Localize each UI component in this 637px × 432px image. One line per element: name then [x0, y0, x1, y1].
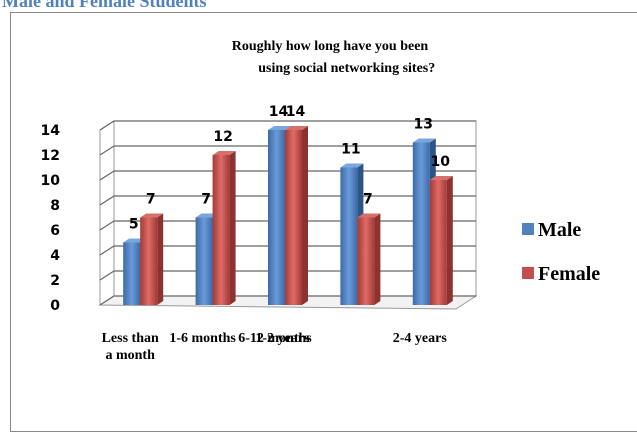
legend-label: Female [538, 263, 600, 285]
x-tick-label: 1-2 years [255, 331, 310, 346]
data-label: 5 [129, 217, 139, 233]
y-tick-label: 12 [41, 148, 60, 164]
bar-top [212, 151, 236, 155]
x-tick-label: 2-4 years [392, 331, 447, 346]
data-label: 14 [286, 104, 306, 120]
bar-front [357, 217, 375, 305]
bar-top [429, 176, 453, 180]
bar-top [285, 126, 308, 130]
bar-front [212, 155, 230, 305]
x-tick-label: Less than a month [101, 331, 159, 363]
bar-side [374, 213, 381, 305]
bar-side [446, 176, 453, 305]
x-tick-label: 6-12 months [238, 331, 312, 346]
legend-label: Male [538, 219, 581, 241]
heading: Male and Female Students [2, 0, 207, 11]
chart: Roughly how long have you been using soc… [41, 39, 601, 314]
data-label: 12 [213, 129, 232, 145]
bar-front [340, 167, 358, 305]
data-label: 7 [363, 192, 373, 208]
y-tick-label: 10 [41, 173, 61, 189]
bar-front [195, 217, 213, 305]
data-label: 13 [414, 117, 433, 133]
data-label: 7 [201, 192, 211, 208]
y-tick-label: 6 [50, 223, 60, 239]
bar-front [429, 180, 447, 305]
bar-top [140, 213, 164, 218]
chart-title: Roughly how long have you been using soc… [232, 39, 435, 76]
bar-side [302, 126, 308, 305]
bar-side [157, 213, 164, 305]
y-tick-label: 2 [50, 273, 60, 289]
legend-swatch [522, 267, 534, 279]
data-label: 14 [269, 104, 289, 120]
data-label: 10 [431, 154, 451, 170]
bar [357, 213, 381, 305]
y-tick-label: 14 [41, 123, 61, 139]
data-label: 7 [146, 192, 156, 208]
bar-front [285, 130, 302, 305]
bar-top [268, 126, 291, 130]
x-tick-label: 1-6 months [169, 331, 236, 346]
bar-front [268, 130, 285, 305]
bar-top [340, 163, 364, 168]
grid-line [99, 145, 476, 156]
y-tick-label: 4 [50, 248, 60, 264]
y-tick-label: 0 [50, 298, 60, 314]
bar [429, 176, 453, 305]
data-label: 11 [341, 142, 360, 158]
bar-side [229, 151, 236, 305]
bar-front [123, 242, 141, 305]
bar-top [357, 213, 381, 218]
bar [285, 126, 308, 305]
y-tick-label: 8 [50, 198, 60, 214]
side-wall [99, 120, 115, 306]
grid-line [99, 120, 476, 131]
legend-swatch [522, 223, 534, 235]
bar-top [412, 138, 436, 143]
bar-front [140, 217, 158, 305]
bar [212, 151, 236, 305]
bar-front [412, 142, 430, 305]
bar [140, 213, 164, 305]
